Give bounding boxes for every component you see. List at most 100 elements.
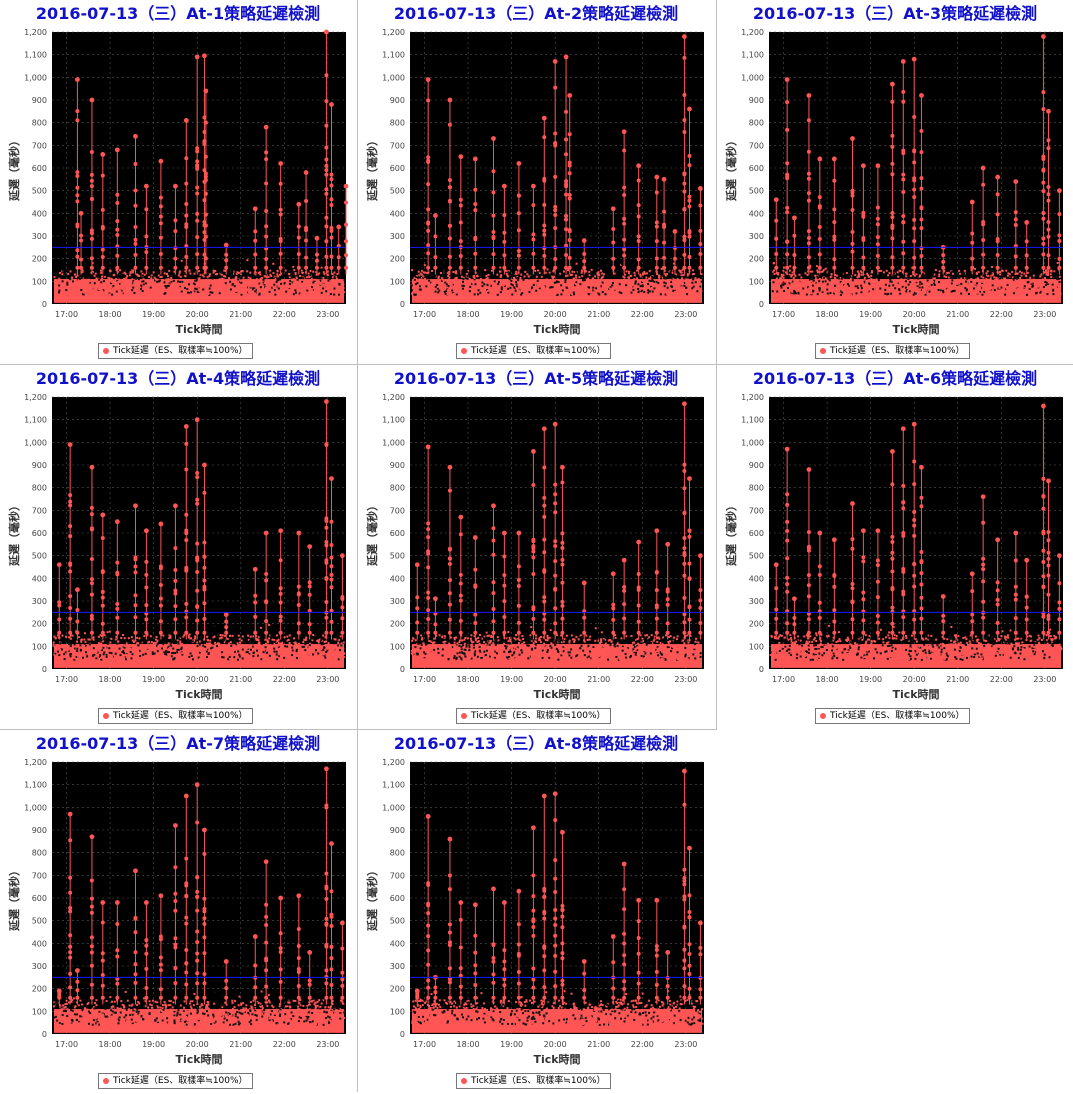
spike-peak bbox=[582, 238, 587, 243]
tick-point bbox=[293, 269, 295, 271]
spike-peak bbox=[315, 236, 320, 241]
spike-point bbox=[996, 266, 1000, 270]
spike-point bbox=[637, 266, 641, 270]
tick-point bbox=[563, 271, 565, 273]
legend[interactable]: Tick延遲（ES、取樣率≒100%） bbox=[815, 343, 970, 359]
tick-point bbox=[473, 275, 475, 277]
tick-point bbox=[252, 263, 254, 265]
tick-point bbox=[913, 277, 915, 279]
tick-point bbox=[855, 285, 857, 287]
spike-point bbox=[941, 266, 945, 270]
y-tick-label: 1,100 bbox=[24, 416, 47, 425]
tick-point bbox=[685, 287, 687, 289]
tick-point bbox=[136, 637, 138, 639]
spike-point bbox=[1041, 155, 1045, 159]
legend[interactable]: Tick延遲（ES、取樣率≒100%） bbox=[98, 708, 253, 724]
tick-point bbox=[209, 288, 211, 290]
tick-point bbox=[273, 648, 275, 650]
spike-peak bbox=[278, 161, 283, 166]
tick-point bbox=[82, 657, 84, 659]
tick-point bbox=[965, 281, 967, 283]
spike-point bbox=[329, 266, 333, 270]
tick-point bbox=[148, 291, 150, 293]
tick-point bbox=[114, 645, 116, 647]
tick-point bbox=[611, 284, 613, 286]
tick-point bbox=[625, 277, 627, 279]
y-tick-label: 400 bbox=[32, 574, 47, 583]
tick-point bbox=[789, 265, 791, 267]
tick-point bbox=[669, 271, 671, 273]
tick-point bbox=[315, 647, 317, 649]
tick-point bbox=[103, 636, 105, 638]
tick-point bbox=[233, 281, 235, 283]
tick-point bbox=[323, 653, 325, 655]
spike-point bbox=[682, 172, 686, 176]
tick-point bbox=[931, 284, 933, 286]
legend[interactable]: Tick延遲（ES、取樣率≒100%） bbox=[98, 343, 253, 359]
tick-point bbox=[340, 291, 342, 293]
tick-point bbox=[328, 652, 330, 654]
spike-point bbox=[901, 151, 905, 155]
tick-point bbox=[944, 273, 946, 275]
spike-point bbox=[433, 255, 437, 259]
tick-point bbox=[524, 271, 526, 273]
tick-point bbox=[995, 269, 997, 271]
tick-point bbox=[637, 288, 639, 290]
tick-point bbox=[780, 278, 782, 280]
tick-point bbox=[270, 634, 272, 636]
tick-point bbox=[115, 650, 117, 652]
tick-point bbox=[343, 287, 345, 289]
spike-peak bbox=[1046, 109, 1051, 114]
tick-point bbox=[598, 293, 600, 295]
spike-point bbox=[807, 191, 811, 195]
spike-point bbox=[195, 252, 199, 256]
tick-point bbox=[340, 643, 342, 645]
tick-point bbox=[494, 286, 496, 288]
tick-point bbox=[907, 278, 909, 280]
tick-point bbox=[925, 275, 927, 277]
tick-point bbox=[895, 280, 897, 282]
tick-point bbox=[243, 291, 245, 293]
tick-point bbox=[105, 647, 107, 649]
tick-point bbox=[446, 283, 448, 285]
spike-peak bbox=[203, 89, 208, 94]
tick-point bbox=[829, 292, 831, 294]
spike-point bbox=[184, 442, 188, 446]
tick-point bbox=[854, 274, 856, 276]
tick-point bbox=[344, 279, 346, 281]
tick-point bbox=[779, 280, 781, 282]
tick-point bbox=[575, 281, 577, 283]
tick-point bbox=[611, 270, 613, 272]
tick-point bbox=[982, 277, 984, 279]
tick-point bbox=[590, 286, 592, 288]
tick-point bbox=[949, 274, 951, 276]
tick-point bbox=[927, 280, 929, 282]
tick-point bbox=[267, 269, 269, 271]
tick-point bbox=[629, 269, 631, 271]
tick-point bbox=[922, 273, 924, 275]
tick-point bbox=[286, 294, 288, 296]
tick-point bbox=[111, 288, 113, 290]
tick-point bbox=[860, 285, 862, 287]
tick-point bbox=[148, 280, 150, 282]
tick-point bbox=[250, 280, 252, 282]
x-tick-label: 18:00 bbox=[457, 310, 480, 319]
spike-point bbox=[133, 225, 137, 229]
tick-point bbox=[921, 286, 923, 288]
spike-point bbox=[90, 266, 94, 270]
spike-peak bbox=[807, 93, 812, 98]
tick-point bbox=[1016, 291, 1018, 293]
tick-point bbox=[532, 289, 534, 291]
tick-point bbox=[501, 286, 503, 288]
tick-point bbox=[647, 283, 649, 285]
tick-point bbox=[781, 281, 783, 283]
tick-point bbox=[124, 289, 126, 291]
spike-point bbox=[324, 158, 328, 162]
legend[interactable]: Tick延遲（ES、取樣率≒100%） bbox=[456, 343, 611, 359]
tick-point bbox=[860, 291, 862, 293]
tick-point bbox=[829, 286, 831, 288]
tick-point bbox=[465, 281, 467, 283]
tick-point bbox=[533, 284, 535, 286]
tick-point bbox=[416, 288, 418, 290]
spike-point bbox=[901, 240, 905, 244]
